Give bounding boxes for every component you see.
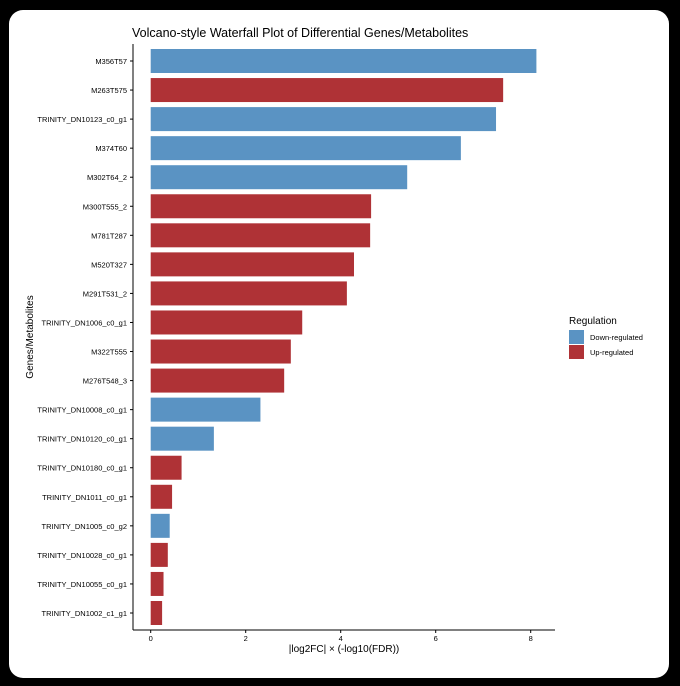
y-tick-label: TRINITY_DN1002_c1_g1 bbox=[42, 609, 127, 618]
x-tick-label: 4 bbox=[339, 634, 343, 643]
y-tick-label: TRINITY_DN10028_c0_g1 bbox=[37, 551, 127, 560]
y-tick-label: M374T60 bbox=[95, 144, 127, 153]
x-tick-label: 6 bbox=[434, 634, 438, 643]
bar bbox=[150, 165, 408, 190]
bar bbox=[150, 136, 461, 161]
bar bbox=[150, 339, 291, 364]
bar bbox=[150, 542, 168, 567]
y-tick-label: TRINITY_DN1005_c0_g2 bbox=[42, 522, 127, 531]
legend-label-up: Up-regulated bbox=[590, 348, 633, 357]
legend-key-up bbox=[569, 345, 584, 359]
legend-title: Regulation bbox=[569, 316, 617, 327]
bar bbox=[150, 426, 214, 451]
y-tick-label: TRINITY_DN10120_c0_g1 bbox=[37, 435, 127, 444]
bar bbox=[150, 571, 164, 596]
y-tick-label: M520T327 bbox=[91, 260, 127, 269]
bar bbox=[150, 368, 285, 393]
x-tick-label: 0 bbox=[149, 634, 153, 643]
x-tick-label: 2 bbox=[244, 634, 248, 643]
x-tick-label: 8 bbox=[529, 634, 533, 643]
bar bbox=[150, 455, 182, 480]
y-tick-label: M356T57 bbox=[95, 57, 127, 66]
bar bbox=[150, 252, 354, 277]
y-tick-label: TRINITY_DN10123_c0_g1 bbox=[37, 115, 127, 124]
bar bbox=[150, 281, 347, 306]
bar bbox=[150, 513, 170, 538]
y-tick-label: TRINITY_DN1006_c0_g1 bbox=[42, 318, 127, 327]
y-tick-label: M302T64_2 bbox=[87, 173, 127, 182]
bar bbox=[150, 310, 303, 335]
y-tick-label: TRINITY_DN10055_c0_g1 bbox=[37, 580, 127, 589]
bar bbox=[150, 601, 163, 625]
y-tick-label: TRINITY_DN10008_c0_g1 bbox=[37, 406, 127, 415]
y-tick-label: M300T555_2 bbox=[83, 202, 127, 211]
bar bbox=[150, 78, 504, 103]
chart-title: Volcano-style Waterfall Plot of Differen… bbox=[132, 26, 468, 40]
bar bbox=[150, 49, 537, 73]
y-tick-label: TRINITY_DN1011_c0_g1 bbox=[42, 493, 127, 502]
x-axis-label: |log2FC| × (-log10(FDR)) bbox=[289, 644, 400, 655]
bar bbox=[150, 223, 371, 248]
y-axis-label: Genes/Metabolites bbox=[25, 295, 36, 378]
y-tick-label: M276T548_3 bbox=[83, 377, 127, 386]
bar bbox=[150, 484, 173, 509]
bar bbox=[150, 107, 497, 132]
y-tick-label: TRINITY_DN10180_c0_g1 bbox=[37, 464, 127, 473]
bar bbox=[150, 194, 372, 219]
y-tick-label: M322T555 bbox=[91, 348, 127, 357]
y-tick-label: M291T531_2 bbox=[83, 289, 127, 298]
legend-label-down: Down-regulated bbox=[590, 333, 643, 342]
legend-key-down bbox=[569, 330, 584, 344]
y-tick-label: M263T575 bbox=[91, 86, 127, 95]
legend: Regulation Down-regulated Up-regulated bbox=[569, 316, 643, 359]
bar bbox=[150, 397, 261, 422]
y-tick-label: M781T287 bbox=[91, 231, 127, 240]
